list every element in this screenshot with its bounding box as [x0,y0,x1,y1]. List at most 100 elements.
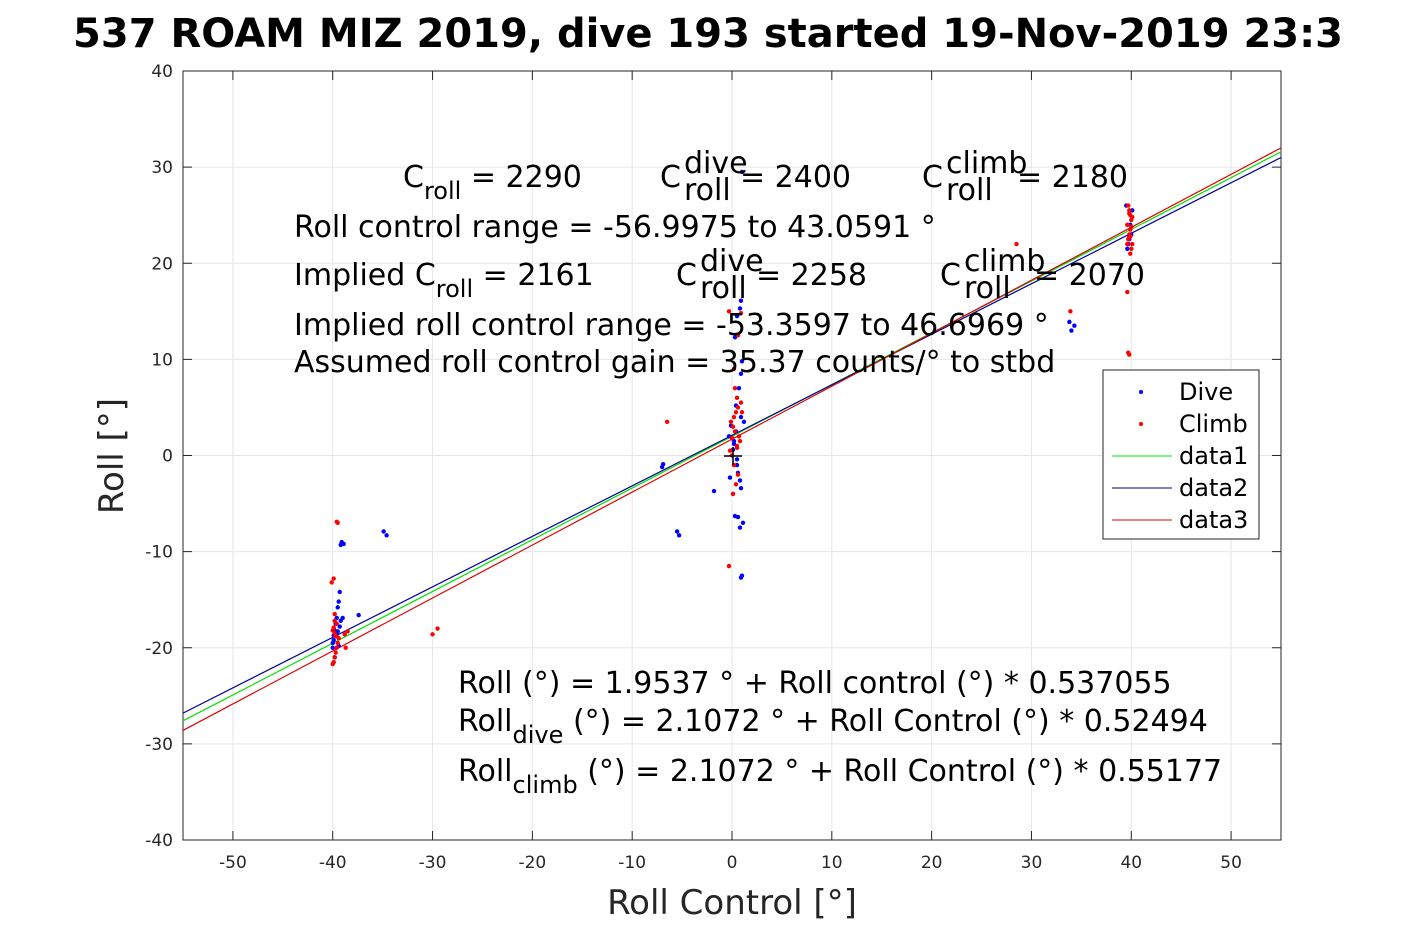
point-dive [739,169,745,175]
point-climb [731,414,737,420]
annotation-c-roll-climb-sub: roll [946,173,993,208]
point-climb [738,311,744,316]
point-climb [1125,222,1130,227]
point-climb [732,386,738,391]
legend-label-data2: data2 [1179,474,1248,502]
point-dive [1067,319,1072,325]
point-climb [730,424,736,429]
point-climb [1014,241,1019,247]
point-climb [335,640,340,646]
point-dive [660,461,666,467]
point-climb [733,482,739,487]
y-axis-label: Roll [°] [92,398,132,514]
y-tick-label: -20 [145,639,173,659]
point-dive [740,520,746,525]
y-tick-label: 40 [151,62,173,82]
annotation-implied-roll-control-range: Implied roll control range = -53.3597 to… [294,308,1049,343]
point-climb [342,632,347,637]
x-axis-label: Roll Control [°] [607,883,857,923]
point-dive [734,313,740,319]
point-climb [732,429,738,434]
point-climb [332,655,337,660]
point-dive [381,529,386,534]
point-climb [734,445,740,451]
point-dive [735,514,741,520]
legend-marker-climb [1139,422,1143,426]
legend: Dive Climb data1 data2 data3 [1102,369,1260,540]
legend-marker-dive [1139,390,1143,394]
point-climb [727,448,733,453]
x-tick-label: 0 [727,853,738,873]
x-tick-label: 10 [821,853,843,873]
point-climb [331,659,336,665]
point-climb [329,580,334,585]
x-tick-label: -40 [319,853,347,873]
point-dive [1125,246,1130,252]
annotations-lower: Roll (°) = 1.9537 ° + Roll control (°) *… [458,666,1222,799]
point-climb [726,309,732,314]
point-dive [341,541,346,547]
y-tick-label: 10 [151,350,173,370]
point-climb [1128,234,1133,239]
point-climb [331,576,336,581]
point-climb [730,491,736,497]
point-climb [1129,224,1134,229]
point-dive [335,605,340,610]
annotation-implied-c-roll-dive-value: = 2258 [756,258,867,293]
x-tick-label: 50 [1220,853,1242,873]
point-climb [731,366,737,372]
point-climb [735,472,741,477]
point-climb [739,410,745,415]
y-tick-label: 20 [151,254,173,274]
annotation-implied-c-roll-climb-sub: roll [964,271,1011,306]
y-tick-label: 0 [162,447,173,467]
point-climb [343,645,348,650]
point-climb [334,519,339,525]
point-dive [734,457,740,462]
point-dive [356,612,361,618]
point-dive [337,624,342,629]
annotation-implied-c-roll-dive-sup: dive [700,244,764,279]
point-climb [345,629,350,634]
legend-label-data3: data3 [1179,506,1248,534]
point-climb [331,625,336,630]
annotation-c-roll-climb-value: = 2180 [1017,160,1128,195]
point-dive [1069,328,1074,333]
point-climb [735,405,741,410]
point-dive [738,575,744,580]
point-climb [333,650,338,655]
annotation-implied-c-roll-dive-sub: roll [700,271,747,306]
point-climb [332,618,337,624]
annotation-c-roll-climb: C [922,160,943,195]
point-climb [1127,211,1132,216]
annotation-roll-control-gain: Assumed roll control gain = 35.37 counts… [294,345,1055,380]
point-climb [1125,241,1130,247]
annotation-roll-dive-fit: Rolldive (°) = 2.1072 ° + Roll Control (… [458,704,1208,749]
point-dive [676,533,682,538]
point-dive [711,488,717,494]
point-climb [1130,214,1135,220]
point-dive [738,371,744,376]
annotation-roll-climb-fit: Rollclimb (°) = 2.1072 ° + Roll Control … [458,754,1222,799]
point-dive [336,599,341,604]
legend-box [1102,369,1260,540]
annotation-roll-control-range: Roll control range = -56.9975 to 43.0591… [294,210,936,245]
point-dive [727,475,733,480]
point-climb [435,626,440,631]
point-climb [736,434,742,439]
point-climb [664,419,670,425]
y-tick-label: -40 [145,831,173,851]
point-climb [1125,289,1130,295]
point-climb [1126,203,1131,208]
legend-label-dive: Dive [1179,378,1233,406]
series-line-data2 [182,156,1282,714]
point-dive [738,485,744,491]
y-tick-label: -10 [145,543,173,563]
annotation-implied-c-roll-climb: C [940,258,961,293]
y-axis: -40 -30 -20 -10 0 10 20 30 40 [145,62,1281,851]
point-climb [729,435,735,441]
point-dive [337,589,342,595]
point-dive [737,306,743,311]
point-dive [331,637,336,643]
